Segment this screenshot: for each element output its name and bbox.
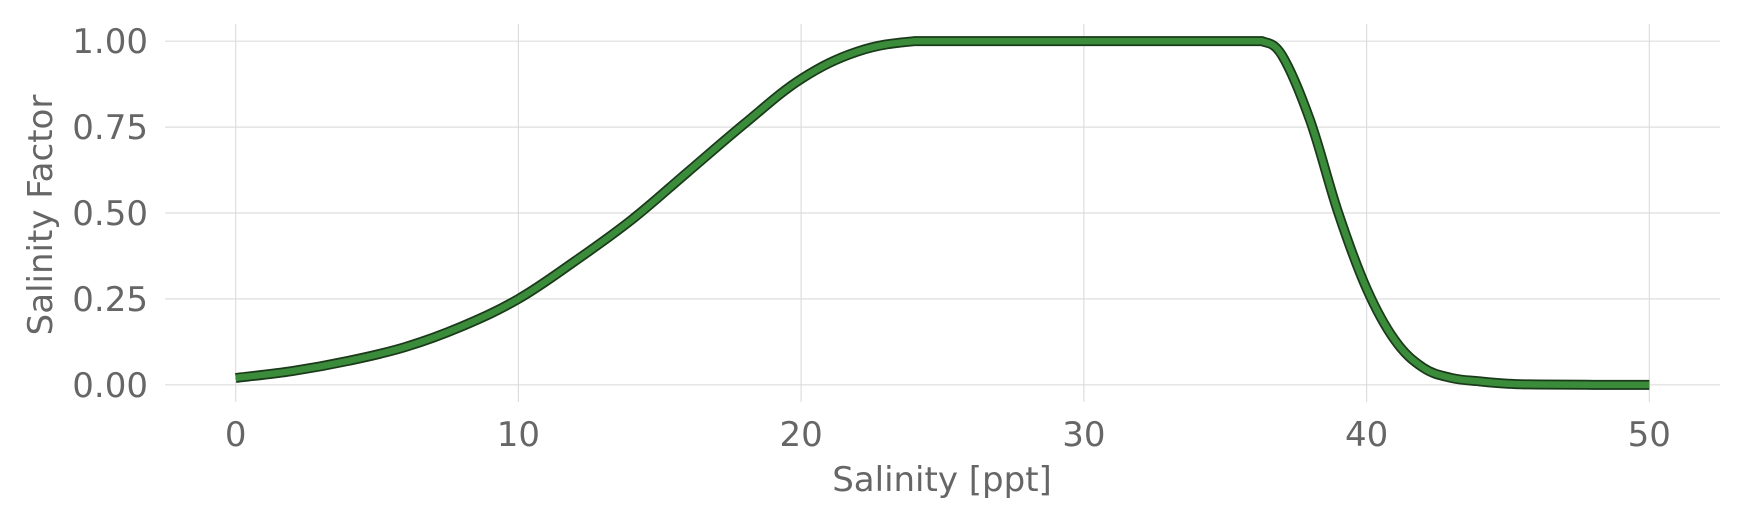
y-grid: [165, 40, 1720, 386]
x-tick-label: 10: [497, 415, 540, 455]
series-line: [235, 37, 1650, 389]
x-tick-label: 40: [1345, 415, 1388, 455]
y-tick-label: 0.00: [72, 366, 148, 406]
x-axis-label: Salinity [ppt]: [832, 460, 1052, 500]
x-tick-label: 20: [780, 415, 823, 455]
x-tick-label: 30: [1062, 415, 1105, 455]
y-tick-label: 0.75: [72, 108, 148, 148]
y-tick-label: 0.50: [72, 194, 148, 234]
x-tick-label: 0: [225, 415, 247, 455]
y-tick-label: 0.25: [72, 280, 148, 320]
x-tick-label: 50: [1628, 415, 1671, 455]
y-tick-label: 1.00: [72, 22, 148, 62]
x-tick-labels: 0 10 20 30 40 50: [225, 415, 1671, 455]
series-layer: [235, 36, 1650, 390]
y-tick-labels: 0.00 0.25 0.50 0.75 1.00: [72, 22, 148, 406]
y-axis-label: Salinity Factor: [21, 95, 61, 336]
